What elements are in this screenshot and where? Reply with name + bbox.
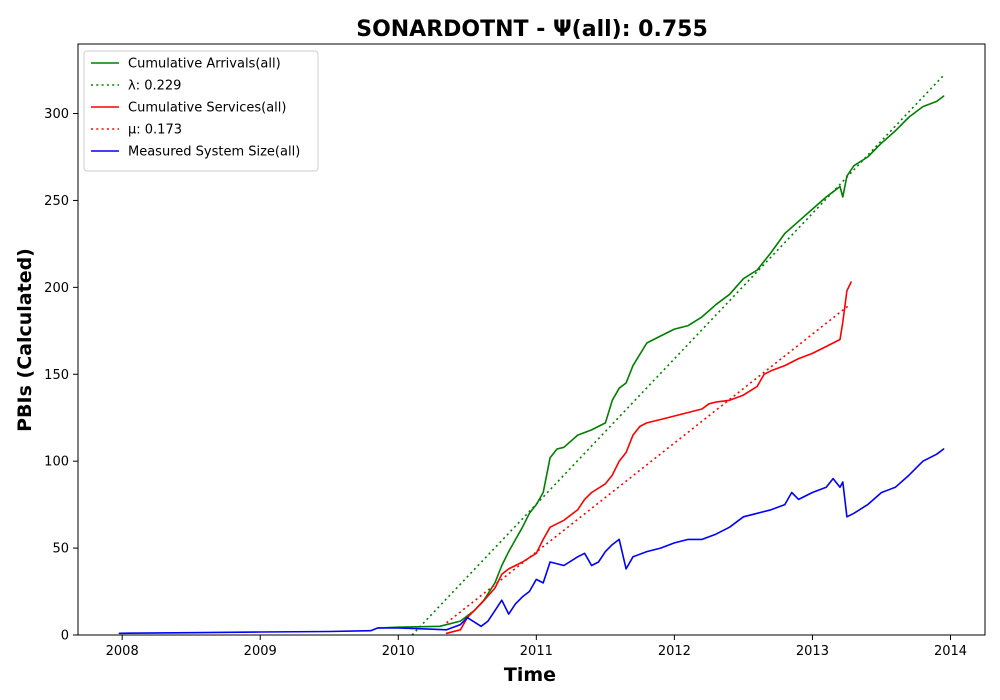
y-tick-label: 300 bbox=[44, 107, 69, 122]
legend-label-1: Cumulative Arrivals(all) bbox=[128, 57, 281, 72]
legend-box bbox=[83, 50, 319, 172]
y-tick-label: 0 bbox=[61, 629, 69, 644]
plot-area bbox=[118, 74, 945, 636]
y-tick-label: 250 bbox=[44, 194, 69, 209]
x-axis-label: Time bbox=[504, 664, 556, 686]
y-tick-label: 150 bbox=[44, 368, 69, 383]
x-tick-label: 2013 bbox=[796, 644, 829, 659]
y-tick-label: 200 bbox=[44, 281, 69, 296]
y-axis-label: PBIs (Calculated) bbox=[14, 248, 36, 432]
x-tick-label: 2012 bbox=[658, 644, 691, 659]
legend-label-2: λ: 0.229 bbox=[128, 79, 181, 94]
x-tick-label: 2014 bbox=[934, 644, 967, 659]
x-tick-label: 2011 bbox=[520, 644, 553, 659]
series-line-1 bbox=[376, 95, 945, 629]
plot-frame bbox=[77, 43, 986, 636]
series-line-5 bbox=[118, 448, 945, 635]
legend: Cumulative Arrivals(all) λ: 0.229 Cumulati… bbox=[83, 50, 319, 172]
x-tick-label: 2010 bbox=[382, 644, 415, 659]
axis-ticks: 2008 2009 2010 2011 2012 2013 2014 0 50 100 150 200… bbox=[44, 107, 967, 659]
series-line-2 bbox=[411, 74, 945, 636]
x-tick-label: 2008 bbox=[106, 644, 139, 659]
legend-label-3: Cumulative Services(all) bbox=[128, 101, 286, 116]
y-tick-label: 50 bbox=[52, 542, 69, 557]
series-line-3 bbox=[445, 281, 852, 635]
series-line-4 bbox=[446, 304, 851, 624]
x-tick-label: 2009 bbox=[244, 644, 277, 659]
legend-label-4: μ: 0.173 bbox=[128, 123, 182, 138]
legend-label-5: Measured System Size(all) bbox=[128, 145, 300, 160]
chart-title: SONARDOTNT - Ψ(all): 0.755 bbox=[356, 17, 708, 42]
y-tick-label: 100 bbox=[44, 455, 69, 470]
